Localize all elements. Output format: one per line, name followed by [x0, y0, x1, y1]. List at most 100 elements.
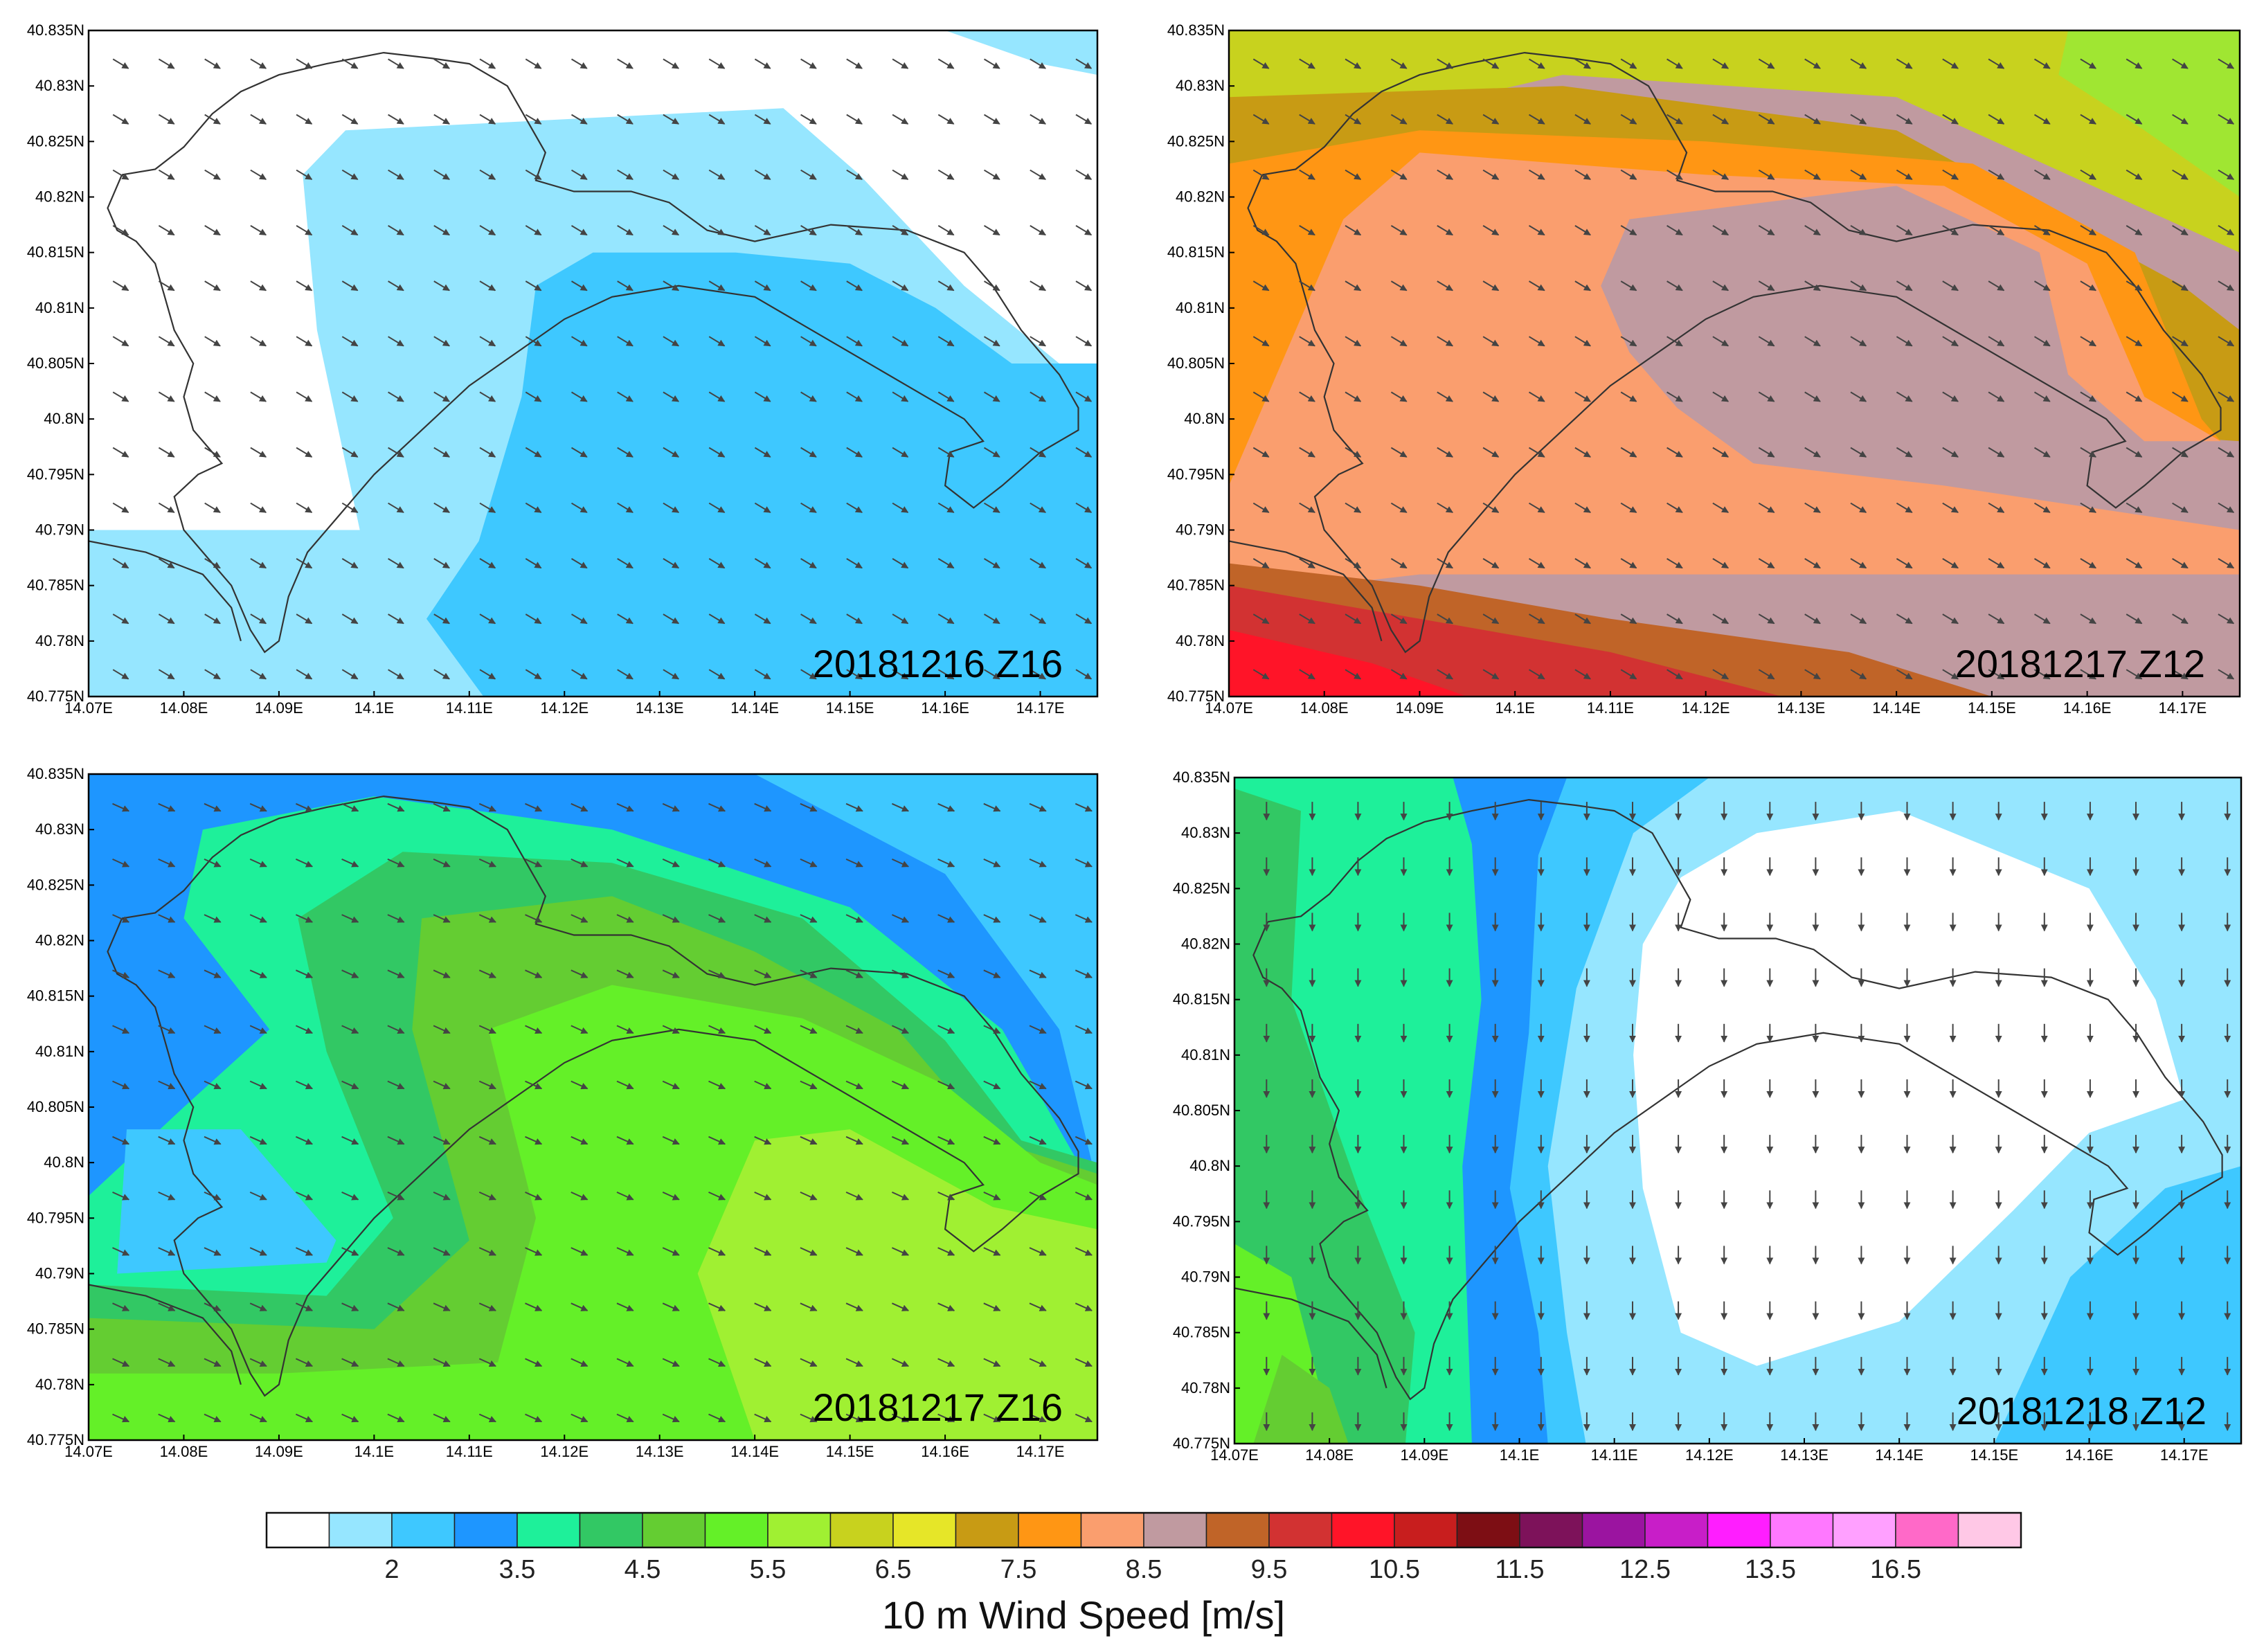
wind-arrow — [2033, 447, 2051, 458]
wind-arrow — [892, 558, 909, 569]
wind-arrow — [1075, 1191, 1093, 1201]
wind-arrow — [112, 1191, 130, 1201]
wind-arrow — [478, 1247, 496, 1256]
wind-arrow — [1252, 613, 1270, 625]
wind-arrow — [249, 802, 267, 812]
colorbar-swatch — [1895, 1512, 1959, 1548]
wind-arrow — [845, 1302, 863, 1311]
wind-arrow — [708, 58, 726, 69]
wind-arrow — [1804, 169, 1821, 180]
wind-arrow — [662, 914, 680, 923]
wind-arrow — [983, 858, 1001, 868]
wind-arrow — [1030, 280, 1046, 291]
lon-tick-label: 14.07E — [64, 699, 113, 717]
wind-arrow — [296, 280, 313, 291]
wind-arrow — [983, 502, 1000, 513]
lon-tick-label: 14.07E — [1205, 699, 1253, 717]
wind-arrow — [2080, 502, 2096, 513]
wind-arrow — [249, 858, 267, 868]
wind-arrow — [433, 114, 450, 125]
wind-arrow — [433, 280, 450, 291]
wind-arrow — [1988, 336, 2005, 347]
lon-tick-label: 14.11E — [446, 1443, 493, 1460]
lat-tick-label: 40.83N — [35, 820, 84, 838]
wind-arrow — [1850, 613, 1867, 625]
wind-arrow — [846, 169, 863, 180]
wind-arrow — [1988, 558, 2005, 569]
wind-arrow — [478, 1191, 496, 1201]
wind-arrow — [662, 802, 680, 812]
wind-arrow — [754, 1080, 772, 1090]
wind-arrow — [937, 1080, 955, 1090]
wind-arrow — [158, 858, 176, 868]
wind-arrow — [478, 1358, 496, 1367]
wind-arrow — [525, 613, 542, 625]
wind-arrow — [937, 336, 955, 347]
wind-arrow — [1620, 613, 1637, 625]
wind-arrow — [1942, 225, 1959, 236]
wind-arrow — [662, 1413, 680, 1423]
wind-arrow — [2218, 391, 2235, 402]
wind-arrow — [983, 1413, 1001, 1423]
wind-arrow — [2218, 558, 2235, 569]
wind-arrow — [341, 802, 359, 812]
wind-arrow — [387, 1302, 405, 1311]
wind-arrow — [662, 1302, 680, 1311]
wind-arrow — [1804, 225, 1821, 236]
map-panel: 40.835N 40.83N 40.825N 40.82N 40.815N 40.81N 4… — [1167, 21, 2241, 717]
wind-arrow — [754, 1358, 772, 1367]
wind-arrow — [1030, 169, 1046, 180]
wind-arrow — [1030, 447, 1046, 458]
wind-arrow — [250, 169, 267, 180]
wind-arrow — [250, 447, 267, 458]
wind-arrow — [1620, 336, 1637, 347]
lat-tick-label: 40.825N — [27, 132, 84, 150]
wind-arrow — [1252, 114, 1270, 125]
lon-tick-label: 14.16E — [2065, 1446, 2114, 1464]
wind-arrow — [616, 1302, 634, 1311]
wind-arrow — [1896, 613, 1913, 625]
lon-tick-label: 14.13E — [1780, 1446, 1829, 1464]
wind-arrow — [433, 969, 451, 978]
wind-arrow — [1620, 225, 1637, 236]
lat-tick-label: 40.775N — [27, 688, 84, 705]
wind-arrow — [478, 802, 496, 812]
wind-arrow — [158, 1358, 176, 1367]
wind-arrow — [204, 1358, 222, 1367]
wind-arrow — [571, 1080, 589, 1090]
colorbar-tick-label: 16.5 — [1870, 1555, 1921, 1584]
wind-arrow — [663, 447, 680, 458]
wind-arrow — [1988, 225, 2005, 236]
wind-arrow — [1574, 558, 1591, 569]
wind-arrow — [1299, 114, 1315, 125]
wind-arrow — [204, 1413, 222, 1423]
wind-arrow — [1345, 280, 1362, 291]
wind-arrow — [2033, 391, 2051, 402]
lat-tick-label: 40.78N — [1181, 1379, 1230, 1397]
colorbar-tick-label: 3.5 — [499, 1555, 536, 1584]
wind-arrow — [1666, 502, 1683, 513]
wind-arrow — [158, 802, 176, 812]
wind-arrow — [249, 1025, 267, 1034]
wind-arrow — [478, 858, 496, 868]
wind-arrow — [1075, 336, 1093, 347]
wind-arrow — [662, 1191, 680, 1201]
colorbar-tick-label: 4.5 — [625, 1555, 661, 1584]
wind-arrow — [983, 1080, 1001, 1090]
wind-arrow — [1482, 558, 1500, 569]
wind-arrow — [1712, 114, 1730, 125]
wind-arrow — [663, 558, 680, 569]
wind-arrow — [1252, 225, 1270, 236]
wind-arrow — [892, 502, 909, 513]
wind-arrow — [800, 114, 817, 125]
wind-arrow — [937, 1025, 955, 1034]
wind-arrow — [295, 1302, 314, 1311]
wind-arrow — [388, 558, 404, 569]
wind-arrow — [204, 1080, 222, 1090]
wind-arrow — [845, 1247, 863, 1256]
wind-arrow — [1804, 391, 1821, 402]
wind-arrow — [478, 1302, 496, 1311]
wind-arrow — [158, 1302, 176, 1311]
wind-arrow — [204, 558, 221, 569]
lat-tick-label: 40.775N — [1173, 1435, 1230, 1452]
